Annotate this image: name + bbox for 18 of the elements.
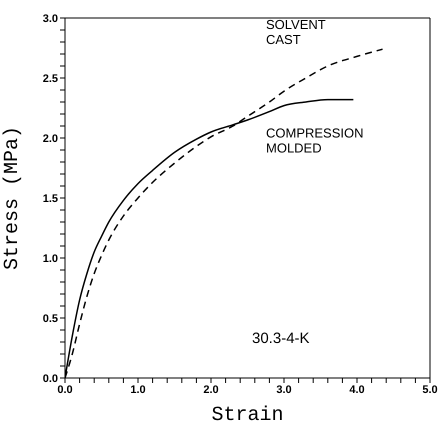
y-tick-label: 2.5 <box>42 72 58 85</box>
y-axis-title: Stress (MPa) <box>1 126 24 270</box>
x-tick-label: 2.0 <box>203 384 219 396</box>
y-tick-label: 2.0 <box>42 132 58 145</box>
x-tick-label: 4.0 <box>349 384 365 396</box>
x-tick-label: 3.0 <box>276 384 292 396</box>
annotation: 30.3-4-K <box>252 330 310 347</box>
y-tick-label: 1.5 <box>42 192 58 205</box>
y-tick-label: 0.0 <box>42 372 58 385</box>
series-label: COMPRESSION MOLDED <box>266 126 364 156</box>
y-tick-label: 0.5 <box>42 312 58 325</box>
x-tick-label: 0.0 <box>57 384 73 396</box>
y-tick-label: 3.0 <box>42 12 58 25</box>
series-label: SOLVENT CAST <box>266 17 326 48</box>
x-tick-label: 5.0 <box>422 384 438 396</box>
x-tick-label: 1.0 <box>130 384 146 396</box>
x-axis-title: Strain <box>211 404 284 424</box>
y-tick-label: 1.0 <box>42 252 58 265</box>
